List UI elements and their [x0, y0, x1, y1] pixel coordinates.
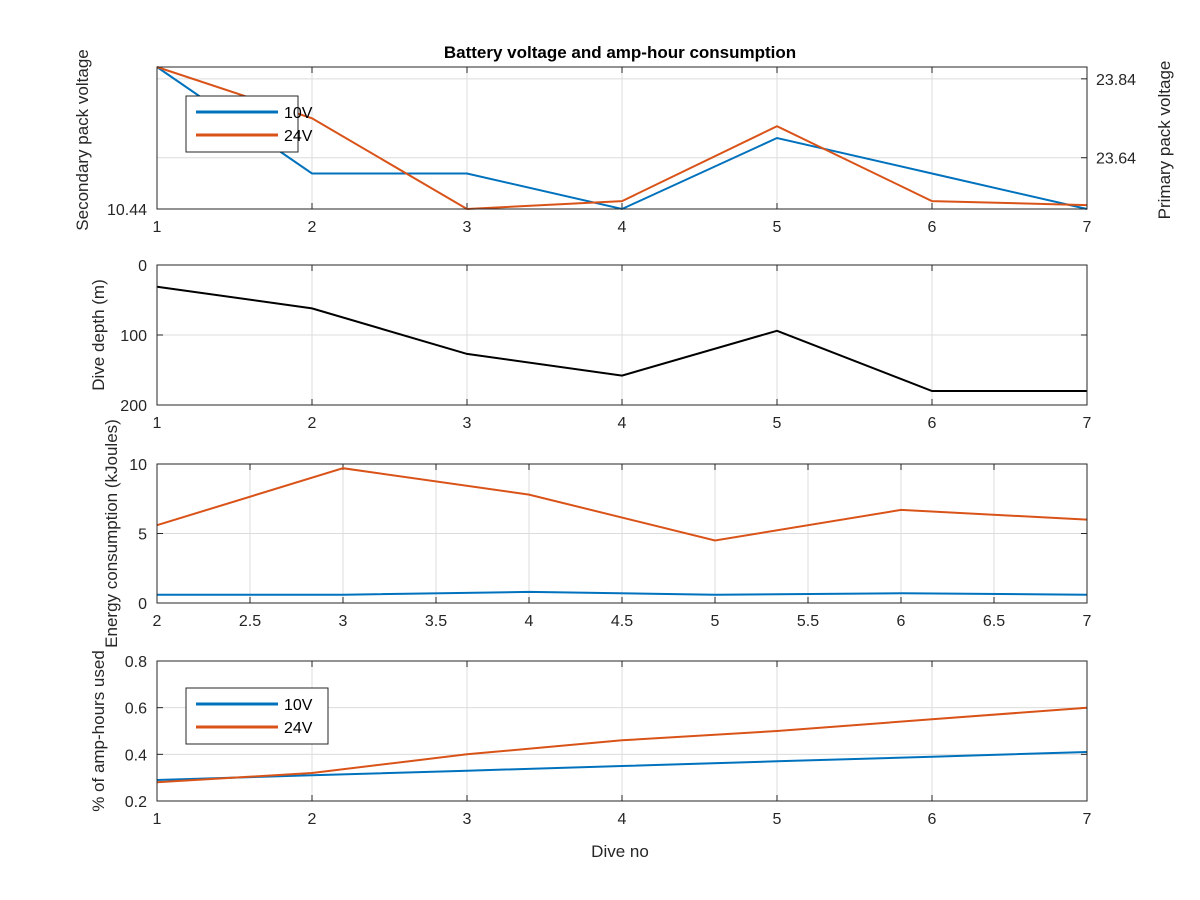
x-tick-label: 7 — [1083, 613, 1092, 630]
panel-3: 2 2.5 3 3.5 4 4.5 5 5.5 6 6.5 7 0 5 10 Energy consumpt… — [102, 419, 1092, 648]
x-tick-label: 6 — [897, 613, 906, 630]
right-y-tick-label: 23.64 — [1096, 151, 1136, 168]
y-axis-label: Secondary pack voltage — [73, 49, 92, 230]
y-tick-label: 10.44 — [107, 202, 147, 219]
series-line-s1 — [156, 285, 1087, 392]
legend-label: 10V — [284, 105, 313, 122]
x-tick-label: 5 — [773, 811, 782, 828]
x-tick-label: 5 — [711, 613, 720, 630]
series-line-s2 — [156, 467, 1088, 542]
legend-label: 24V — [284, 128, 313, 145]
series-line-s1 — [157, 590, 1088, 596]
x-tick-label: 3 — [463, 219, 472, 236]
legend-box — [185, 95, 299, 153]
y-tick-label: 200 — [120, 398, 147, 415]
x-tick-label: 1 — [153, 811, 162, 828]
x-tick-label: 3.5 — [425, 613, 447, 630]
axes-box — [156, 264, 1088, 406]
y-tick-label: 0.6 — [125, 701, 147, 718]
y-tick-label: 0.4 — [125, 747, 147, 764]
x-tick-label: 2 — [308, 219, 317, 236]
axes-box — [156, 66, 1088, 210]
series-line-24v — [156, 706, 1088, 784]
y-tick-label: 10 — [129, 457, 147, 474]
x-tick-label: 2.5 — [239, 613, 261, 630]
x-tick-label: 2 — [308, 811, 317, 828]
legend-box — [185, 687, 329, 745]
x-tick-label: 4 — [618, 811, 627, 828]
panel-4: 1 2 3 4 5 6 7 0.2 0.4 0.6 0.8 % of amp-hours used 10… — [89, 650, 1092, 828]
x-tick-label: 3 — [463, 811, 472, 828]
right-y-axis-label: Primary pack voltage — [1155, 61, 1174, 220]
x-tick-label: 7 — [1083, 415, 1092, 432]
x-tick-label: 6 — [928, 415, 937, 432]
x-tick-label: 1 — [153, 219, 162, 236]
y-axis-label: % of amp-hours used — [89, 650, 108, 812]
y-tick-label: 5 — [138, 527, 147, 544]
y-axis-label: Energy consumption (kJoules) — [102, 419, 121, 648]
panel-2: 1 2 3 4 5 6 7 0 100 200 Dive depth (m) — [89, 258, 1092, 432]
x-tick-label: 1 — [153, 415, 162, 432]
legend-label: 10V — [284, 697, 313, 714]
x-tick-label: 2 — [153, 613, 162, 630]
x-tick-label: 4.5 — [611, 613, 633, 630]
axes-box — [156, 660, 1088, 802]
axes-box — [156, 463, 1088, 604]
y-tick-label: 0 — [138, 596, 147, 613]
x-axis-label: Dive no — [591, 842, 649, 861]
chart-title: Battery voltage and amp-hour consumption — [444, 43, 796, 62]
series-line-10v — [156, 751, 1088, 781]
x-tick-label: 6 — [928, 219, 937, 236]
x-tick-label: 2 — [308, 415, 317, 432]
x-tick-label: 7 — [1083, 811, 1092, 828]
series-line-24v — [156, 66, 1088, 211]
y-tick-label: 0 — [138, 258, 147, 275]
x-tick-label: 5.5 — [797, 613, 819, 630]
x-tick-label: 3 — [463, 415, 472, 432]
x-tick-label: 3 — [339, 613, 348, 630]
x-tick-label: 6.5 — [983, 613, 1005, 630]
y-tick-label: 100 — [120, 328, 147, 345]
panel-1: 1 2 3 4 5 6 7 10.44 23.64 23.84 Secondary pack vol… — [73, 49, 1174, 236]
x-tick-label: 7 — [1083, 219, 1092, 236]
y-tick-label: 0.8 — [125, 654, 147, 671]
x-tick-label: 4 — [525, 613, 534, 630]
y-tick-label: 0.2 — [125, 794, 147, 811]
x-tick-label: 5 — [773, 219, 782, 236]
y-axis-label: Dive depth (m) — [89, 279, 108, 390]
x-tick-label: 6 — [928, 811, 937, 828]
x-tick-label: 4 — [618, 219, 627, 236]
x-tick-label: 4 — [618, 415, 627, 432]
legend-label: 24V — [284, 720, 313, 737]
x-tick-label: 5 — [773, 415, 782, 432]
right-y-tick-label: 23.84 — [1096, 72, 1136, 89]
